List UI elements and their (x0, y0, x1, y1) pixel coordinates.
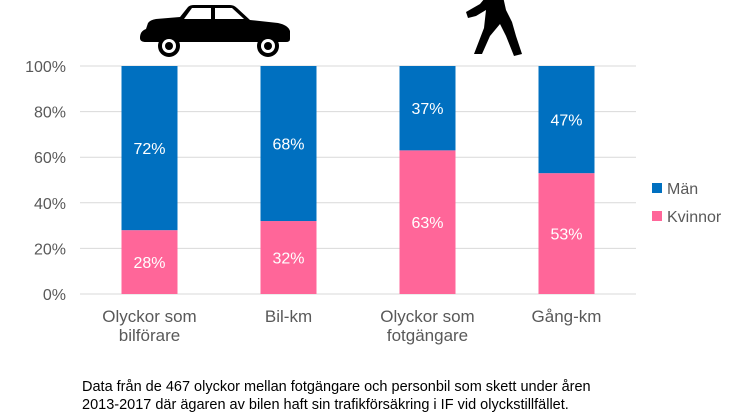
x-tick-label: Bil-km (265, 307, 312, 326)
footnote-line-2: 2013-2017 där ägaren av bilen haft sin t… (82, 397, 569, 413)
y-tick-label: 80% (34, 105, 66, 122)
data-label: 28% (133, 255, 165, 272)
footnote-line-1: Data från de 467 olyckor mellan fotgänga… (82, 379, 591, 395)
data-label: 63% (411, 215, 443, 232)
y-tick-label: 100% (25, 59, 66, 76)
data-labels: 28% 72% 32% 68% 63% 37% 53% 47% (133, 101, 582, 272)
bar-segment-kvinnor (121, 230, 178, 294)
data-label: 37% (411, 101, 443, 118)
y-tick-label: 40% (34, 196, 66, 213)
legend-label: Kvinnor (667, 209, 722, 226)
x-tick-label: bilförare (119, 326, 180, 345)
stacked-bar-chart: 28% 72% 32% 68% 63% 37% 53% 47% 0% 20% 40% 60% 80% 1… (25, 0, 722, 345)
x-tick-label: Olyckor som (380, 307, 474, 326)
bar-segment-män (399, 66, 456, 151)
y-tick-label: 20% (34, 241, 66, 258)
bar-segment-män (538, 66, 595, 174)
bars (121, 66, 595, 294)
pedestrian-icon (466, 0, 522, 56)
y-tick-label: 60% (34, 150, 66, 167)
footnote: Data från de 467 olyckor mellan fotgänga… (82, 378, 722, 414)
x-tick-label: Gång-km (532, 307, 602, 326)
car-icon (140, 5, 290, 57)
y-axis-ticks: 0% 20% 40% 60% 80% 100% (25, 59, 66, 304)
data-label: 68% (272, 137, 304, 154)
data-label: 72% (133, 141, 165, 158)
legend-swatch (652, 211, 662, 221)
data-label: 53% (550, 227, 582, 244)
legend-swatch (652, 183, 662, 193)
bar-segment-kvinnor (260, 221, 317, 294)
legend-label: Män (667, 181, 698, 198)
bar-segment-män (121, 66, 178, 231)
y-tick-label: 0% (43, 287, 66, 304)
bar-segment-män (260, 66, 317, 222)
data-label: 47% (550, 113, 582, 130)
x-tick-label: fotgängare (387, 326, 468, 345)
bar-segment-kvinnor (538, 173, 595, 294)
legend: Män Kvinnor (652, 181, 722, 226)
bar-segment-kvinnor (399, 150, 456, 294)
x-tick-label: Olyckor som (102, 307, 196, 326)
data-label: 32% (272, 251, 304, 268)
